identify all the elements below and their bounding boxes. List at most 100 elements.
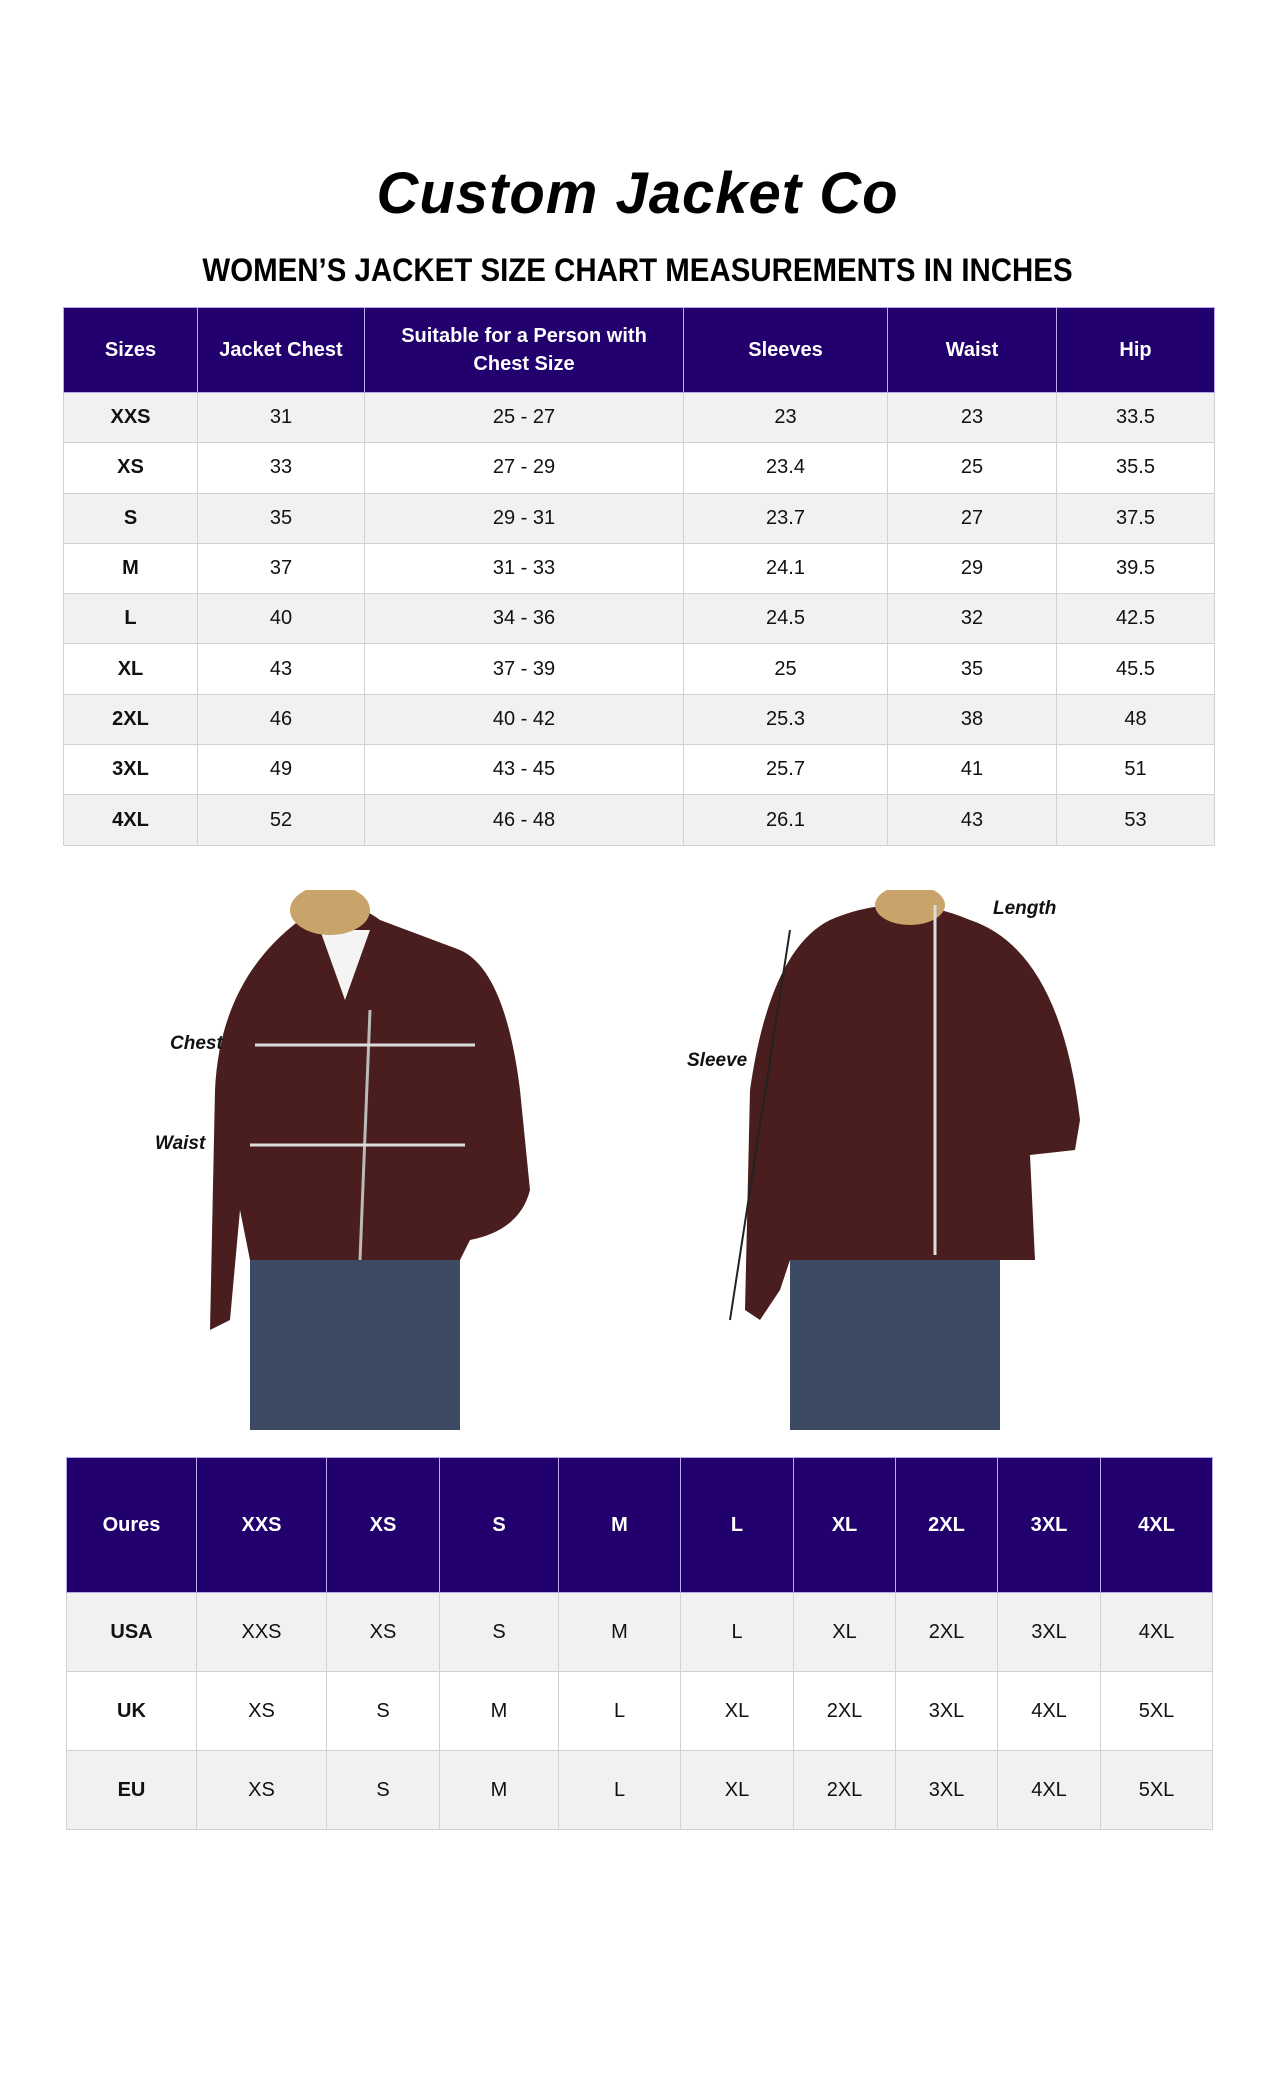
brand-title: Custom Jacket Co <box>376 161 899 226</box>
table-row: 2XL 46 40 - 42 25.3 38 48 <box>63 693 1215 746</box>
table-cell: 31 - 33 <box>364 542 684 595</box>
table-row: USA XXS XS S M L XL 2XL 3XL 4XL <box>66 1592 1213 1672</box>
table-cell: 48 <box>1056 693 1215 746</box>
table-cell: 25 <box>887 442 1057 494</box>
row-label: 3XL <box>63 744 198 796</box>
table-row: XS 33 27 - 29 23.4 25 35.5 <box>63 442 1215 494</box>
table-cell: XS <box>196 1750 327 1830</box>
size-table: Sizes Jacket Chest Suitable for a Person w… <box>63 307 1215 846</box>
column-header: 3XL <box>997 1457 1101 1593</box>
table-cell: 35.5 <box>1056 442 1215 494</box>
column-header: Waist <box>887 307 1057 393</box>
table-row: UK XS S M L XL 2XL 3XL 4XL 5XL <box>66 1671 1213 1751</box>
table-cell: 41 <box>887 744 1057 796</box>
table-row: XL 43 37 - 39 25 35 45.5 <box>63 643 1215 695</box>
table-cell: 26.1 <box>683 794 888 846</box>
table-cell: 35 <box>197 492 365 544</box>
chest-label: Chest <box>170 1033 223 1054</box>
column-header: 4XL <box>1100 1457 1213 1593</box>
table-cell: 39.5 <box>1056 542 1215 595</box>
table-cell: 31 <box>197 391 365 444</box>
table-cell: S <box>326 1671 440 1751</box>
column-header: S <box>439 1457 559 1593</box>
table-row: 3XL 49 43 - 45 25.7 41 51 <box>63 744 1215 796</box>
table-cell: 23.4 <box>683 442 888 494</box>
table-cell: XL <box>793 1592 896 1672</box>
table-cell: S <box>326 1750 440 1830</box>
table-cell: S <box>439 1592 559 1672</box>
waist-label: Waist <box>155 1133 206 1154</box>
table-cell: 46 - 48 <box>364 794 684 846</box>
table-cell: 23 <box>887 391 1057 444</box>
table-cell: 37.5 <box>1056 492 1215 544</box>
table-cell: 35 <box>887 643 1057 695</box>
jacket-front-image <box>210 885 1080 1430</box>
table-row: XXS 31 25 - 27 23 23 33.5 <box>63 391 1215 444</box>
table-cell: 3XL <box>895 1671 998 1751</box>
table-cell: 53 <box>1056 794 1215 846</box>
row-label: L <box>63 593 198 645</box>
table-row: S 35 29 - 31 23.7 27 37.5 <box>63 492 1215 544</box>
table-cell: 4XL <box>997 1750 1101 1830</box>
table-cell: 4XL <box>997 1671 1101 1751</box>
column-header: Suitable for a Person with Chest Size <box>364 307 684 393</box>
table-cell: 25.7 <box>683 744 888 796</box>
row-label: XXS <box>63 391 198 444</box>
table-cell: 24.1 <box>683 542 888 595</box>
chart-subtitle: WOMEN’S JACKET SIZE CHART MEASUREMENTS I… <box>202 252 1073 288</box>
column-header: XS <box>326 1457 440 1593</box>
table-cell: 29 - 31 <box>364 492 684 544</box>
column-header: M <box>558 1457 681 1593</box>
table-cell: 49 <box>197 744 365 796</box>
table-cell: 46 <box>197 693 365 746</box>
table-cell: 29 <box>887 542 1057 595</box>
table-cell: L <box>558 1671 681 1751</box>
table-row: 4XL 52 46 - 48 26.1 43 53 <box>63 794 1215 846</box>
table-row: M 37 31 - 33 24.1 29 39.5 <box>63 542 1215 595</box>
table-cell: XL <box>680 1750 794 1830</box>
table-cell: XL <box>680 1671 794 1751</box>
table-cell: 25.3 <box>683 693 888 746</box>
table-cell: XS <box>196 1671 327 1751</box>
row-label: EU <box>66 1750 197 1830</box>
table-cell: 33.5 <box>1056 391 1215 444</box>
table-cell: XS <box>326 1592 440 1672</box>
table-cell: 40 - 42 <box>364 693 684 746</box>
table-cell: 23.7 <box>683 492 888 544</box>
table-cell: 2XL <box>895 1592 998 1672</box>
column-header: Sleeves <box>683 307 888 393</box>
column-header: Hip <box>1056 307 1215 393</box>
table-cell: 5XL <box>1100 1750 1213 1830</box>
table-cell: 5XL <box>1100 1671 1213 1751</box>
table-cell: 37 <box>197 542 365 595</box>
table-cell: 43 <box>887 794 1057 846</box>
table-cell: 23 <box>683 391 888 444</box>
table-cell: 25 - 27 <box>364 391 684 444</box>
table-cell: M <box>439 1671 559 1751</box>
table-cell: XXS <box>196 1592 327 1672</box>
table-cell: 45.5 <box>1056 643 1215 695</box>
table-cell: 3XL <box>895 1750 998 1830</box>
row-label: UK <box>66 1671 197 1751</box>
table-cell: 52 <box>197 794 365 846</box>
table-cell: 27 <box>887 492 1057 544</box>
column-header: Oures <box>66 1457 197 1593</box>
sleeve-label: Sleeve <box>687 1050 748 1071</box>
row-label: XS <box>63 442 198 494</box>
table-cell: 4XL <box>1100 1592 1213 1672</box>
row-label: M <box>63 542 198 595</box>
row-label: S <box>63 492 198 544</box>
column-header: XXS <box>196 1457 327 1593</box>
table-cell: 25 <box>683 643 888 695</box>
table-cell: L <box>680 1592 794 1672</box>
table-cell: M <box>558 1592 681 1672</box>
jacket-photos: Chest Waist Sleeve Length <box>0 885 1275 1430</box>
table-cell: 27 - 29 <box>364 442 684 494</box>
table-cell: 40 <box>197 593 365 645</box>
table-cell: 24.5 <box>683 593 888 645</box>
table-cell: 3XL <box>997 1592 1101 1672</box>
size-conversion-table: Oures XXS XS S M L XL 2XL 3XL 4XL USA XXS XS S M L XL 2X… <box>66 1457 1213 1830</box>
table-cell: 32 <box>887 593 1057 645</box>
table-cell: 38 <box>887 693 1057 746</box>
table-cell: 34 - 36 <box>364 593 684 645</box>
